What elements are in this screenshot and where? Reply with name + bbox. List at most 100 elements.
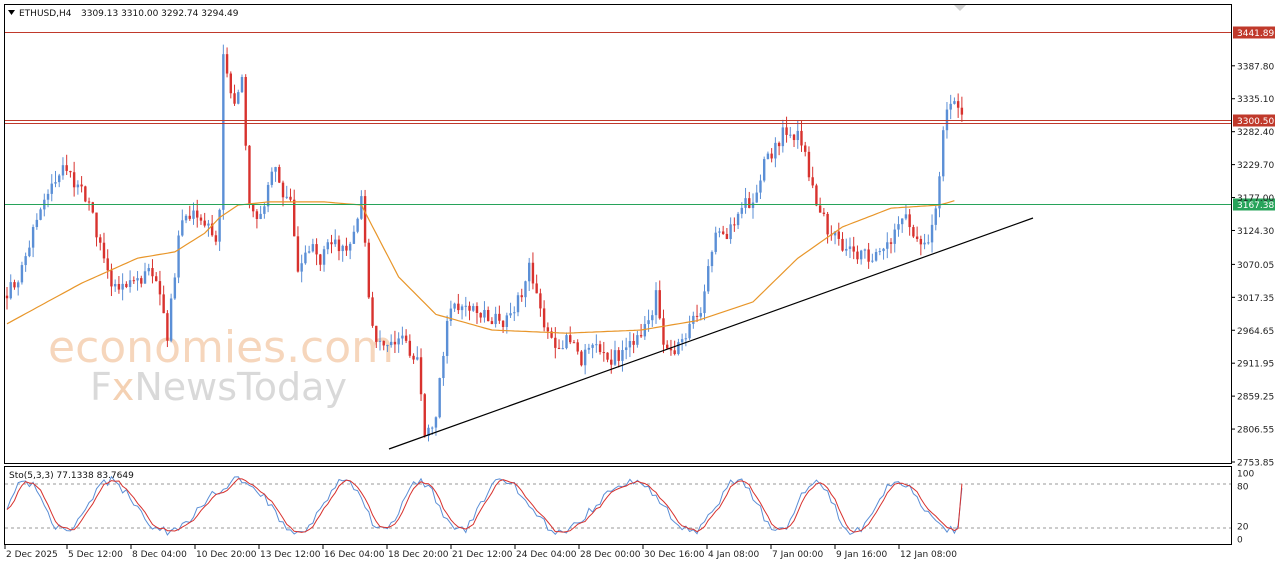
- candle: [789, 126, 792, 139]
- candle-body: [505, 315, 509, 327]
- time-tick-label: 30 Dec 16:00: [644, 550, 705, 560]
- time-tick-label: 13 Dec 12:00: [260, 550, 321, 560]
- candle-body: [102, 242, 106, 259]
- candle: [113, 279, 117, 292]
- candle: [557, 339, 561, 350]
- candle: [755, 184, 758, 203]
- level-label-bg: [1233, 198, 1275, 211]
- candle: [330, 234, 333, 254]
- candle: [729, 217, 732, 244]
- candle-body: [744, 198, 747, 208]
- candle-body: [751, 202, 755, 209]
- symbol-dropdown-icon[interactable]: [8, 10, 15, 15]
- candle-body: [307, 251, 311, 253]
- chart-shift-marker[interactable]: [954, 5, 966, 11]
- candle-body: [818, 205, 822, 213]
- candle: [35, 213, 39, 230]
- candle-body: [255, 211, 259, 220]
- candle: [412, 353, 415, 364]
- candle-body: [531, 262, 535, 284]
- candle: [707, 259, 710, 294]
- price-tick-label: 3177.00: [1237, 194, 1274, 204]
- candle-body: [173, 277, 177, 299]
- candle: [315, 238, 318, 266]
- candle-body: [177, 235, 180, 278]
- candle-body: [393, 341, 397, 345]
- price-axis[interactable]: 3387.80 3335.10 3282.40 3229.70 3177.00 3124.…: [1231, 62, 1274, 469]
- time-axis[interactable]: 2 Dec 2025 5 Dec 12:00 8 Dec 04:00 10 Dec 2…: [4, 545, 957, 560]
- candle-body: [901, 218, 904, 225]
- stoch-tick-label: 20: [1237, 522, 1249, 532]
- candle-body: [621, 350, 624, 361]
- candle-body: [188, 215, 191, 219]
- candle-body: [169, 298, 173, 341]
- candle: [147, 263, 150, 276]
- candle-body: [479, 312, 482, 318]
- candle-body: [893, 229, 896, 244]
- candle-body: [386, 345, 389, 347]
- candle-body: [542, 308, 546, 328]
- time-tick-label: 28 Dec 00:00: [580, 550, 641, 560]
- candle-body: [371, 297, 374, 326]
- candle-body: [841, 238, 844, 251]
- candle-body: [789, 134, 792, 136]
- candle: [110, 263, 113, 297]
- candle: [16, 280, 20, 296]
- candle: [322, 245, 326, 272]
- candle-body: [334, 239, 337, 245]
- time-tick-label: 8 Dec 04:00: [132, 550, 187, 560]
- candle: [516, 292, 520, 317]
- candle: [695, 304, 699, 323]
- stoch-label: Sto(5,3,3) 77.1338 83.7649: [9, 471, 134, 481]
- candle-body: [528, 262, 531, 282]
- candle-body: [953, 101, 956, 104]
- candle: [128, 270, 132, 293]
- candle-body: [762, 159, 766, 181]
- ascending-trendline[interactable]: [388, 217, 1034, 450]
- candle: [363, 189, 367, 247]
- candle: [337, 235, 341, 261]
- candle: [386, 344, 389, 352]
- candle-body: [274, 167, 277, 172]
- candle: [84, 185, 87, 203]
- candle-body: [740, 207, 744, 214]
- candle-body: [718, 231, 721, 233]
- candle-body: [721, 231, 725, 234]
- candle-body: [815, 185, 818, 206]
- candle: [419, 348, 423, 401]
- candle-body: [84, 186, 87, 202]
- level-label: 3300.50: [1237, 117, 1274, 127]
- price-tick-label: 3387.80: [1237, 62, 1274, 72]
- candle-body: [703, 291, 706, 314]
- candle: [796, 120, 799, 149]
- stoch-tick-label: 0: [1237, 536, 1243, 546]
- candle-body: [919, 238, 923, 245]
- candle-body: [61, 165, 65, 176]
- candle: [475, 302, 479, 324]
- time-tick-label: 24 Dec 04:00: [516, 550, 577, 560]
- candle-body: [207, 223, 210, 226]
- candle: [583, 343, 587, 375]
- candle: [863, 248, 867, 259]
- candle: [617, 347, 620, 368]
- candle-body: [800, 130, 803, 146]
- candle-body: [501, 320, 505, 327]
- candle-body: [311, 244, 315, 252]
- candle-body: [31, 227, 35, 248]
- candle-body: [50, 183, 53, 194]
- candle-body: [136, 278, 139, 281]
- candle: [770, 148, 773, 163]
- candle-body: [434, 417, 438, 428]
- moving-average-line: [6, 200, 955, 334]
- candle: [565, 332, 568, 350]
- candle-body: [610, 359, 613, 365]
- candle-body: [427, 427, 430, 437]
- candle: [404, 329, 408, 344]
- candle: [453, 302, 456, 312]
- candle: [520, 288, 523, 302]
- candle-body: [106, 258, 109, 271]
- candle-body: [833, 231, 837, 236]
- candle: [833, 231, 837, 245]
- candle: [483, 301, 486, 323]
